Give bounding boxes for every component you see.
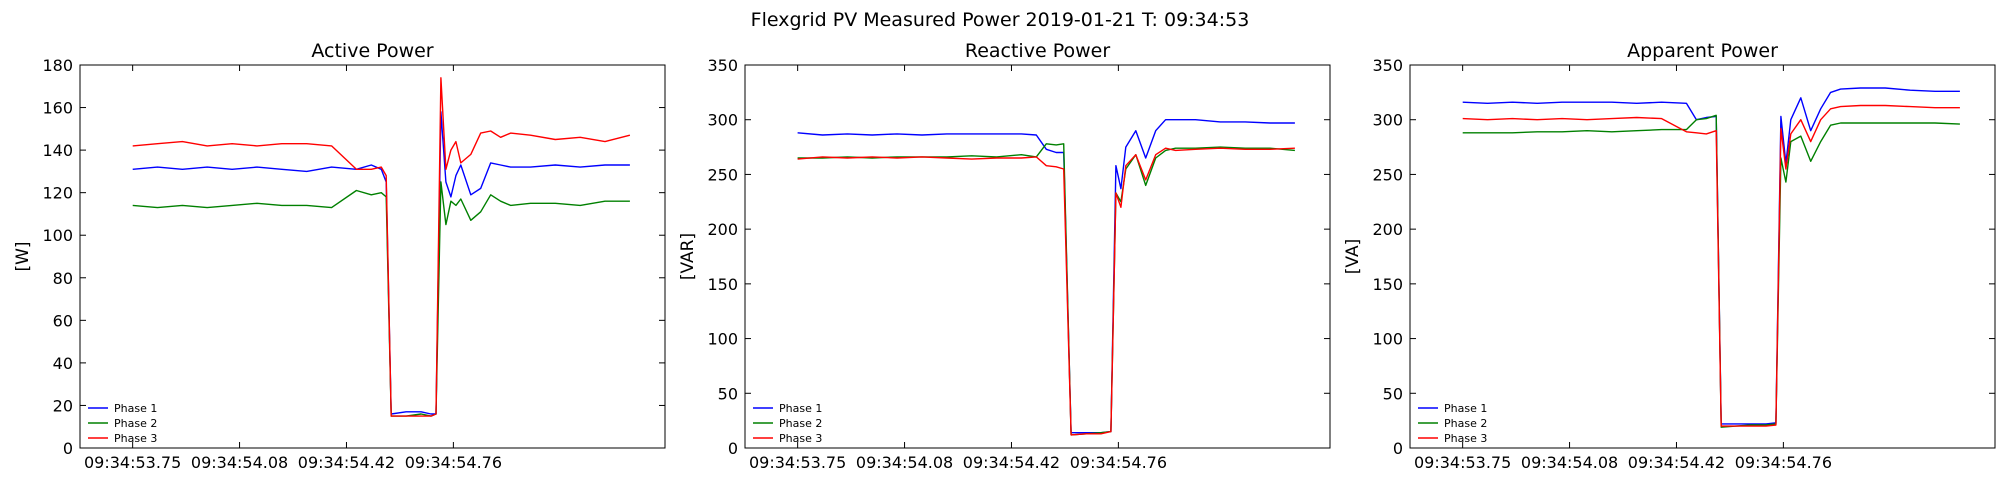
- series-line-phase-3: [1462, 104, 1960, 427]
- legend: Phase 1 Phase 2 Phase 3: [1418, 402, 1487, 445]
- legend-label: Phase 3: [779, 432, 822, 445]
- y-tick-label: 150: [1372, 275, 1403, 294]
- y-tick-label: 50: [1383, 384, 1403, 403]
- legend-label: Phase 1: [114, 402, 157, 415]
- legend: Phase 1 Phase 2 Phase 3: [88, 402, 157, 445]
- legend-label: Phase 2: [1444, 417, 1487, 430]
- y-tick-label: 0: [728, 439, 738, 458]
- y-tick-label: 350: [707, 56, 738, 75]
- y-tick-label: 0: [63, 439, 73, 458]
- x-tick-label: 09:34:54.08: [1521, 453, 1618, 472]
- plot-frame: [1409, 64, 1996, 449]
- y-tick-label: 300: [1372, 111, 1403, 130]
- chart-panel-3: Apparent Power [VA] 0 50 100 150 200 250 300 350 0…: [1343, 40, 1996, 472]
- y-tick-label: 150: [707, 275, 738, 294]
- plot-frame: [744, 64, 1331, 449]
- y-tick-label: 160: [42, 99, 73, 118]
- x-tick-label: 09:34:53.75: [1414, 453, 1511, 472]
- x-tick-label: 09:34:54.76: [405, 453, 502, 472]
- y-tick-label: 40: [53, 354, 73, 373]
- y-tick-label: 100: [707, 330, 738, 349]
- y-axis-label: [W]: [13, 241, 33, 271]
- y-tick-label: 50: [718, 384, 738, 403]
- y-tick-label: 300: [707, 111, 738, 130]
- y-tick-label: 350: [1372, 56, 1403, 75]
- y-tick-label: 250: [707, 165, 738, 184]
- series-line-phase-2: [132, 181, 630, 417]
- y-tick-label: 120: [42, 184, 73, 203]
- plot-frame: [79, 64, 666, 449]
- y-tick-label: 180: [42, 56, 73, 75]
- legend-label: Phase 1: [779, 402, 822, 415]
- x-tick-label: 09:34:54.42: [1628, 453, 1725, 472]
- series-line-phase-1: [132, 111, 630, 415]
- chart-title: Active Power: [311, 40, 433, 62]
- series-line-phase-3: [797, 147, 1295, 436]
- y-axis-label: [VA]: [1343, 239, 1363, 274]
- figure-suptitle: Flexgrid PV Measured Power 2019-01-21 T:…: [751, 9, 1250, 31]
- y-axis-label: [VAR]: [678, 233, 698, 280]
- legend: Phase 1 Phase 2 Phase 3: [753, 402, 822, 445]
- y-tick-label: 250: [1372, 165, 1403, 184]
- y-tick-label: 200: [707, 220, 738, 239]
- y-tick-label: 60: [53, 311, 73, 330]
- y-tick-label: 200: [1372, 220, 1403, 239]
- legend-label: Phase 1: [1444, 402, 1487, 415]
- legend-label: Phase 2: [779, 417, 822, 430]
- chart-panel-1: Active Power [W] 0 20 40 60 80 100 120 140 160 180 0…: [13, 40, 666, 472]
- y-tick-label: 0: [1393, 439, 1403, 458]
- y-tick-label: 20: [53, 396, 73, 415]
- y-tick-label: 100: [1372, 330, 1403, 349]
- y-tick-label: 140: [42, 141, 73, 160]
- chart-title: Apparent Power: [1627, 40, 1778, 62]
- legend-label: Phase 3: [114, 432, 157, 445]
- x-tick-label: 09:34:54.42: [963, 453, 1060, 472]
- x-tick-label: 09:34:53.75: [84, 453, 181, 472]
- legend-label: Phase 2: [114, 417, 157, 430]
- series-line-phase-2: [797, 143, 1295, 436]
- y-tick-label: 80: [53, 269, 73, 288]
- series-line-phase-1: [1462, 87, 1960, 425]
- x-tick-label: 09:34:54.76: [1070, 453, 1167, 472]
- x-tick-label: 09:34:54.76: [1735, 453, 1832, 472]
- x-tick-label: 09:34:54.08: [191, 453, 288, 472]
- chart-title: Reactive Power: [965, 40, 1110, 62]
- x-tick-label: 09:34:54.42: [298, 453, 395, 472]
- y-tick-label: 100: [42, 226, 73, 245]
- x-tick-label: 09:34:54.08: [856, 453, 953, 472]
- series-line-phase-2: [1462, 114, 1960, 428]
- chart-panel-2: Reactive Power [VAR] 0 50 100 150 200 250 300 350…: [678, 40, 1331, 472]
- series-line-phase-3: [132, 77, 631, 417]
- legend-label: Phase 3: [1444, 432, 1487, 445]
- series-line-phase-1: [797, 118, 1295, 434]
- x-tick-label: 09:34:53.75: [749, 453, 846, 472]
